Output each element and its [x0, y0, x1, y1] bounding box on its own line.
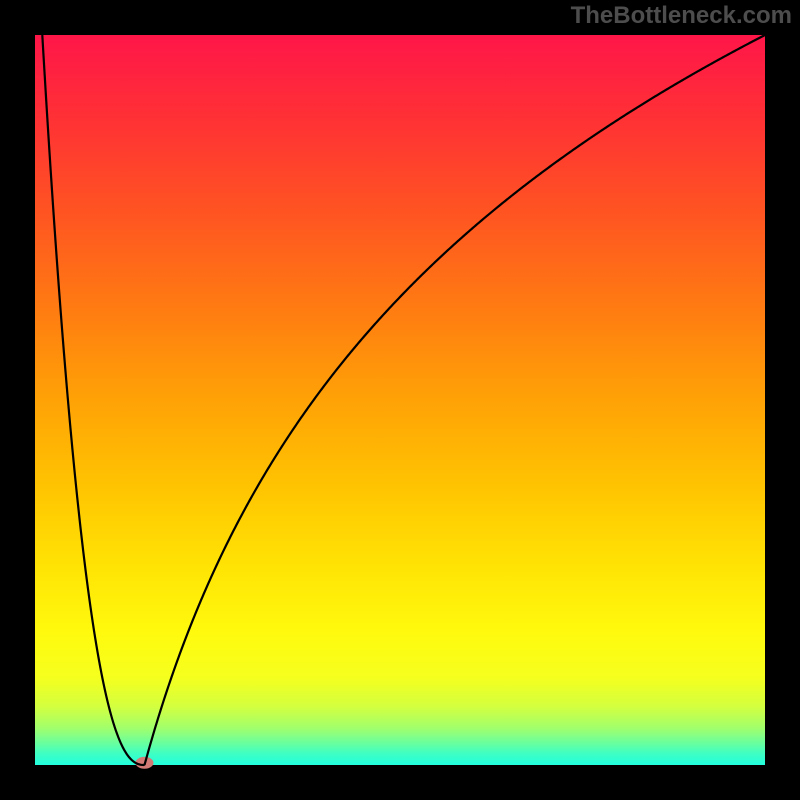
bottleneck-chart [0, 0, 800, 800]
plot-background-gradient [35, 35, 765, 765]
watermark-text: TheBottleneck.com [571, 2, 792, 30]
chart-container: TheBottleneck.com [0, 0, 800, 800]
